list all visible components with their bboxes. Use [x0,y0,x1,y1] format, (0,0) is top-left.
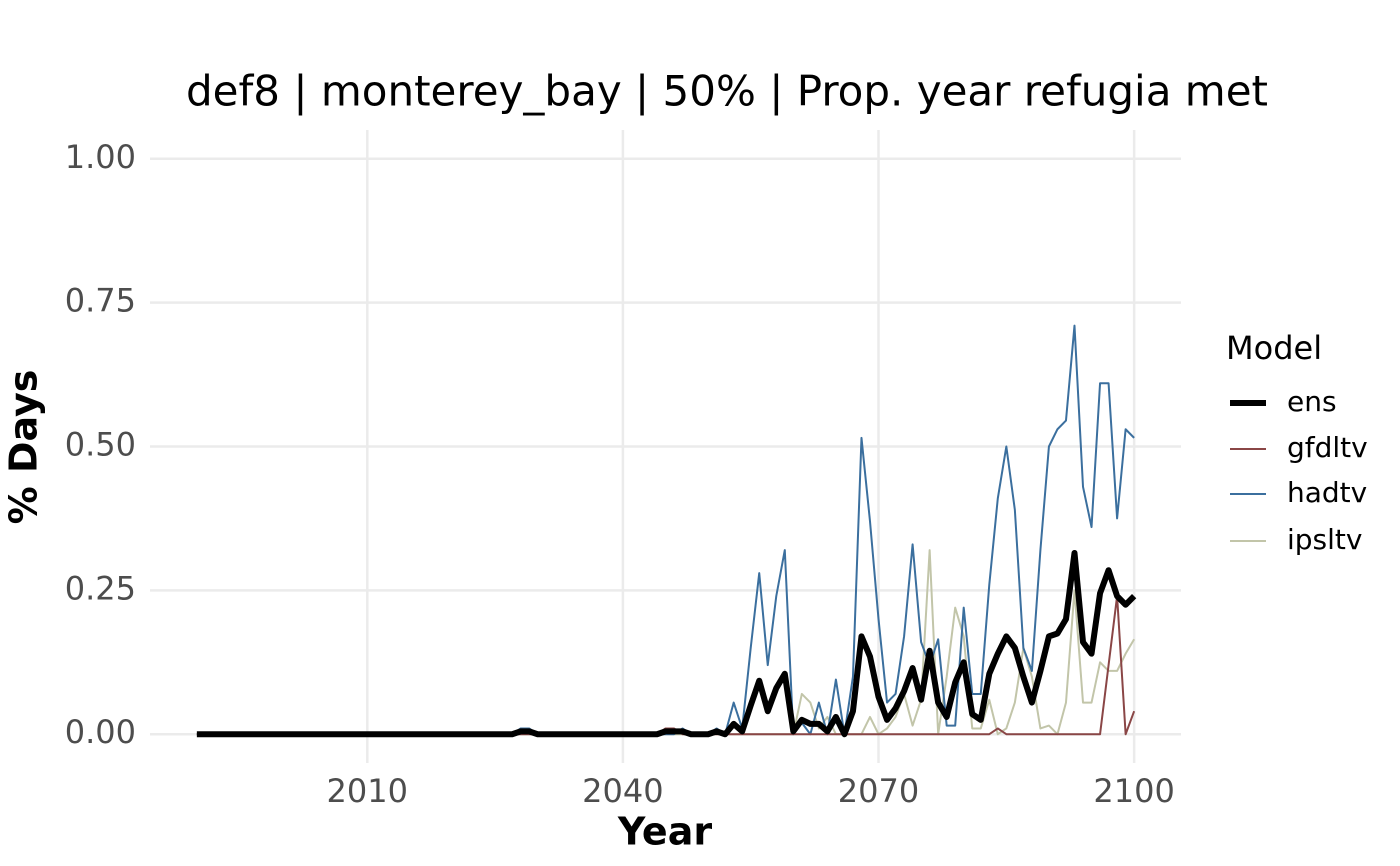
x-tick-label: 2040 [582,772,663,810]
grid: 0.00 0.25 0.50 0.75 1.00 2010 2040 2070 2100 [65,130,1181,810]
y-tick-label: 1.00 [65,138,136,176]
y-tick-label: 0.75 [65,282,136,320]
series-line [196,549,1137,738]
legend-title: Model [1226,329,1322,367]
legend-label: gfdltv [1287,431,1368,464]
x-tick-label: 2070 [838,772,919,810]
x-axis-title: Year [617,810,712,854]
x-tick-label: 2010 [327,772,408,810]
y-tick-label: 0.00 [65,713,136,751]
legend: ens gfdltv hadtv ipsltv [1230,385,1368,556]
y-tick-label: 0.50 [65,426,136,464]
chart-title: def8 | monterey_bay | 50% | Prop. year r… [186,67,1268,116]
legend-label: ipsltv [1287,523,1362,556]
series-line [196,549,1136,736]
y-axis-title: % Days [2,370,46,525]
legend-label: ens [1287,385,1337,418]
series-line [196,324,1135,736]
x-tick-label: 2100 [1093,772,1174,810]
y-tick-label: 0.25 [65,569,136,607]
legend-label: hadtv [1287,476,1367,509]
plot-area [196,324,1137,738]
